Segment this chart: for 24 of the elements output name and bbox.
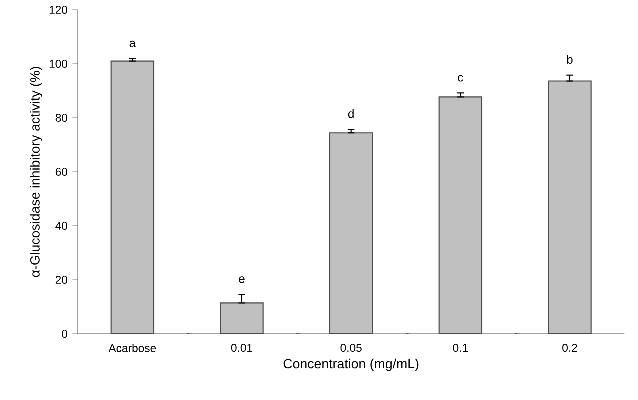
x-tick-label: Acarbose — [108, 344, 156, 352]
y-tick-label: 20 — [56, 276, 68, 284]
x-axis-title: Concentration (mg/mL) — [284, 358, 419, 372]
y-tick-label: 80 — [56, 114, 68, 122]
annotation: d — [348, 109, 354, 118]
y-tick-label: 40 — [56, 222, 68, 230]
annotation: c — [458, 75, 464, 82]
x-tick-label: 0.2 — [562, 344, 578, 352]
annotation: a — [130, 40, 136, 48]
annotation: e — [239, 276, 245, 284]
y-axis-title: α-Glucosidase inhibitory activity (%) — [30, 67, 43, 278]
bar — [110, 60, 155, 334]
y-tick-label: 0 — [62, 330, 68, 338]
x-tick-label: 0.05 — [340, 344, 362, 352]
y-tick-label: 100 — [50, 60, 68, 68]
y-tick-label: 120 — [50, 6, 68, 14]
bar — [220, 302, 264, 334]
bar — [438, 96, 483, 334]
x-tick-label: 0.1 — [453, 344, 468, 352]
bar — [329, 132, 374, 334]
x-tick-label: 0.01 — [231, 344, 252, 352]
annotation: b — [567, 55, 573, 64]
y-tick-label: 60 — [56, 168, 68, 176]
bar — [548, 80, 592, 334]
